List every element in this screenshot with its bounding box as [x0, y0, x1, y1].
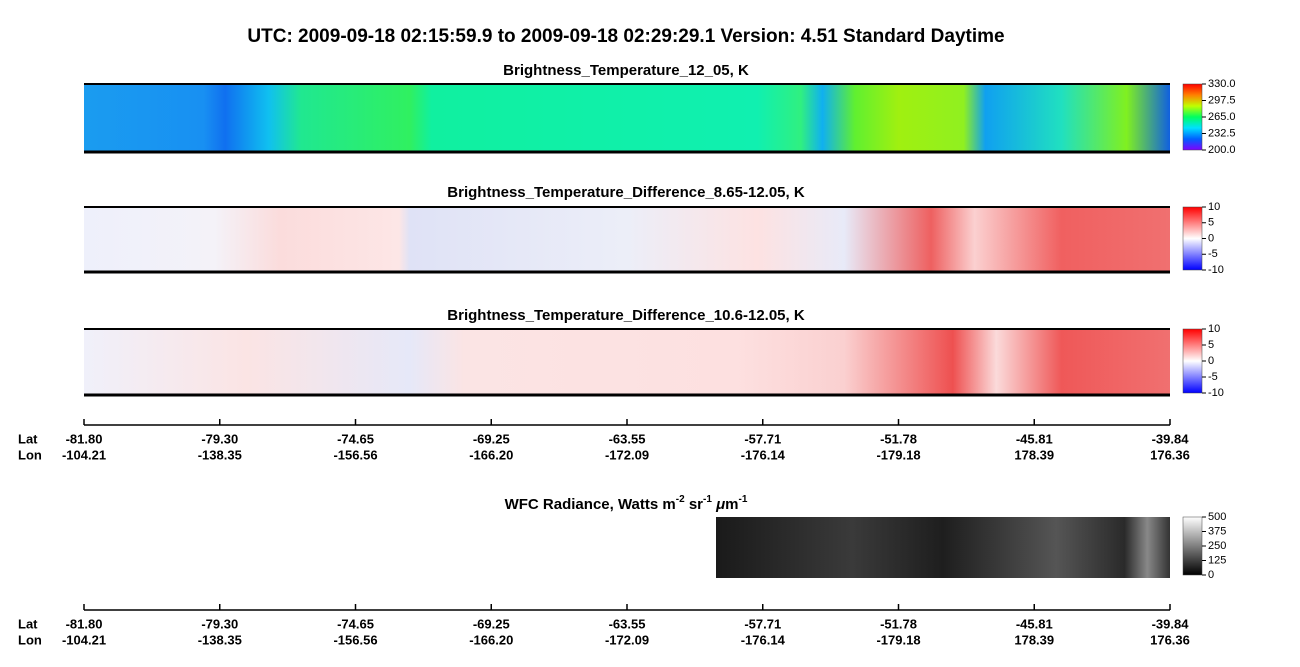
lat-value: -74.65 [337, 616, 374, 631]
lon-value: -104.21 [62, 447, 106, 462]
colorbar-tick-label: 250 [1208, 540, 1226, 552]
lon-value: -156.56 [333, 632, 377, 647]
lat-value: -39.84 [1152, 431, 1190, 446]
lat-value: -81.80 [66, 616, 103, 631]
title-part: Brightness_Temperature_Difference_10.6-1… [447, 307, 805, 324]
colorbar-tick-label: 125 [1208, 554, 1226, 566]
lat-value: -51.78 [880, 616, 917, 631]
lon-value: -172.09 [605, 447, 649, 462]
lon-value: -176.14 [741, 447, 786, 462]
panel-title: Brightness_Temperature_Difference_10.6-1… [447, 307, 805, 324]
lon-label: Lon [18, 447, 42, 462]
lat-value: -81.80 [66, 431, 103, 446]
colorbar-tick-label: -10 [1208, 264, 1224, 276]
page-title: UTC: 2009-09-18 02:15:59.9 to 2009-09-18… [247, 26, 1004, 47]
lon-value: -138.35 [198, 632, 242, 647]
panel-title: Brightness_Temperature_12_05, K [503, 62, 749, 79]
image-panel [716, 517, 1170, 578]
title-part: μ [715, 496, 725, 513]
lon-value: -176.14 [741, 632, 786, 647]
colorbar-tick-label: 0 [1208, 569, 1214, 581]
image-panel [84, 84, 1170, 152]
colorbar-tick-label: 330.0 [1208, 78, 1236, 90]
colorbar-tick-label: 5 [1208, 339, 1214, 351]
title-part: sr [685, 496, 704, 513]
lon-value: 178.39 [1014, 447, 1054, 462]
colorbar-tick-label: 375 [1208, 525, 1226, 537]
colorbar [1182, 206, 1203, 271]
colorbar-tick-label: -5 [1208, 371, 1218, 383]
colorbar [1182, 328, 1203, 394]
title-part: Brightness_Temperature_12_05, K [503, 62, 749, 79]
lon-value: 178.39 [1014, 632, 1054, 647]
panel-title: WFC Radiance, Watts m-2 sr-1 μm-1 [505, 494, 748, 513]
colorbar-tick-label: 232.5 [1208, 127, 1236, 139]
lon-label: Lon [18, 632, 42, 647]
colorbar-tick-label: -5 [1208, 248, 1218, 260]
panel-title: Brightness_Temperature_Difference_8.65-1… [447, 184, 805, 201]
lon-value: 176.36 [1150, 632, 1190, 647]
lon-value: -138.35 [198, 447, 242, 462]
lat-value: -63.55 [609, 616, 646, 631]
lat-value: -45.81 [1016, 616, 1053, 631]
colorbar-tick-label: 200.0 [1208, 144, 1236, 156]
lon-value: 176.36 [1150, 447, 1190, 462]
lat-value: -69.25 [473, 616, 510, 631]
colorbar-tick-label: 265.0 [1208, 111, 1236, 123]
lon-value: -104.21 [62, 632, 106, 647]
lon-value: -179.18 [876, 447, 920, 462]
lat-label: Lat [18, 616, 38, 631]
lat-value: -69.25 [473, 431, 510, 446]
panel-frames [84, 83, 1170, 397]
title-part: WFC Radiance, Watts m [505, 496, 676, 513]
colorbar-tick-label: 0 [1208, 232, 1214, 244]
lon-value: -166.20 [469, 632, 513, 647]
lat-value: -57.71 [744, 616, 781, 631]
colorbar-tick-label: 297.5 [1208, 94, 1236, 106]
colorbar-tick-label: 10 [1208, 201, 1220, 213]
lon-value: -172.09 [605, 632, 649, 647]
colorbar [1182, 516, 1203, 576]
lat-value: -39.84 [1152, 616, 1190, 631]
lon-value: -156.56 [333, 447, 377, 462]
colorbar-tick-label: 0 [1208, 355, 1214, 367]
colorbar-tick-label: 10 [1208, 323, 1220, 335]
colorbar-tick-label: 5 [1208, 217, 1214, 229]
title-part: -2 [676, 494, 685, 505]
image-panel [84, 207, 1170, 272]
lat-value: -45.81 [1016, 431, 1053, 446]
lat-value: -57.71 [744, 431, 781, 446]
colorbar-tick-label: 500 [1208, 511, 1226, 523]
lon-value: -166.20 [469, 447, 513, 462]
lon-value: -179.18 [876, 632, 920, 647]
title-part: Brightness_Temperature_Difference_8.65-1… [447, 184, 805, 201]
title-part: m [725, 496, 738, 513]
image-panel [84, 329, 1170, 395]
title-part: -1 [738, 494, 747, 505]
lat-value: -74.65 [337, 431, 374, 446]
lat-value: -51.78 [880, 431, 917, 446]
lat-value: -79.30 [201, 616, 238, 631]
lat-label: Lat [18, 431, 38, 446]
title-part: -1 [703, 494, 712, 505]
colorbar-tick-label: -10 [1208, 387, 1224, 399]
lat-value: -63.55 [609, 431, 646, 446]
lat-value: -79.30 [201, 431, 238, 446]
colorbar [1182, 83, 1203, 151]
